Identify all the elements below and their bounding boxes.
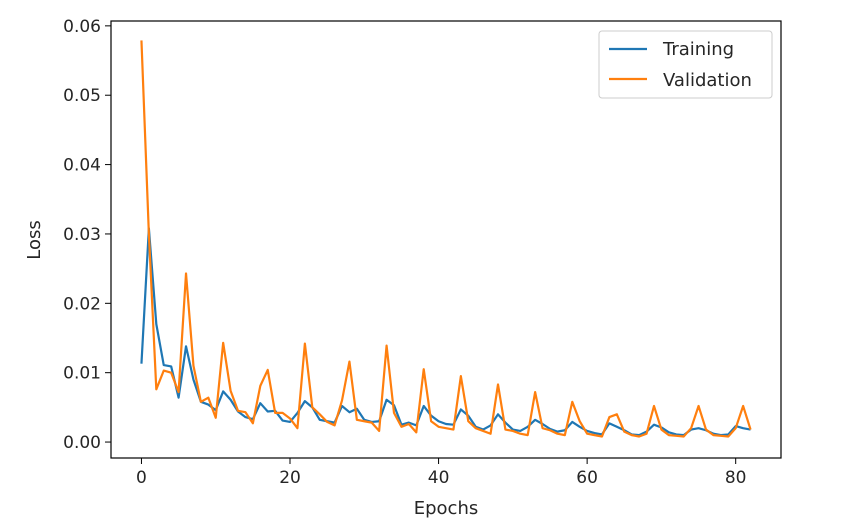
y-tick-label: 0.01: [63, 364, 101, 384]
x-axis-label: Epochs: [414, 498, 479, 519]
y-tick-label: 0.04: [63, 156, 101, 176]
y-tick-label: 0.03: [63, 225, 101, 245]
x-tick-label: 20: [279, 468, 301, 488]
y-tick-label: 0.05: [63, 86, 101, 106]
x-tick-label: 0: [136, 468, 147, 488]
x-axis-ticks: 0 20 40 60 80: [136, 458, 747, 488]
legend-label-validation: Validation: [663, 70, 752, 91]
plot-area-frame: [110, 20, 782, 459]
y-tick-label: 0.02: [63, 294, 101, 314]
series-lines: [140, 40, 752, 438]
legend-label-training: Training: [662, 39, 734, 60]
y-tick-label: 0.06: [63, 17, 101, 37]
legend-box: [598, 30, 773, 99]
y-axis-ticks: 0.00 0.01 0.02 0.03 0.04 0.05 0.06: [63, 17, 111, 453]
legend: Training Validation: [598, 30, 773, 99]
series-line-validation: [140, 40, 752, 438]
y-axis-label: Loss: [24, 220, 45, 259]
series-line-training: [140, 227, 751, 437]
y-tick-label: 0.00: [63, 433, 101, 453]
x-tick-label: 40: [428, 468, 450, 488]
x-tick-label: 80: [725, 468, 747, 488]
x-tick-label: 60: [576, 468, 598, 488]
